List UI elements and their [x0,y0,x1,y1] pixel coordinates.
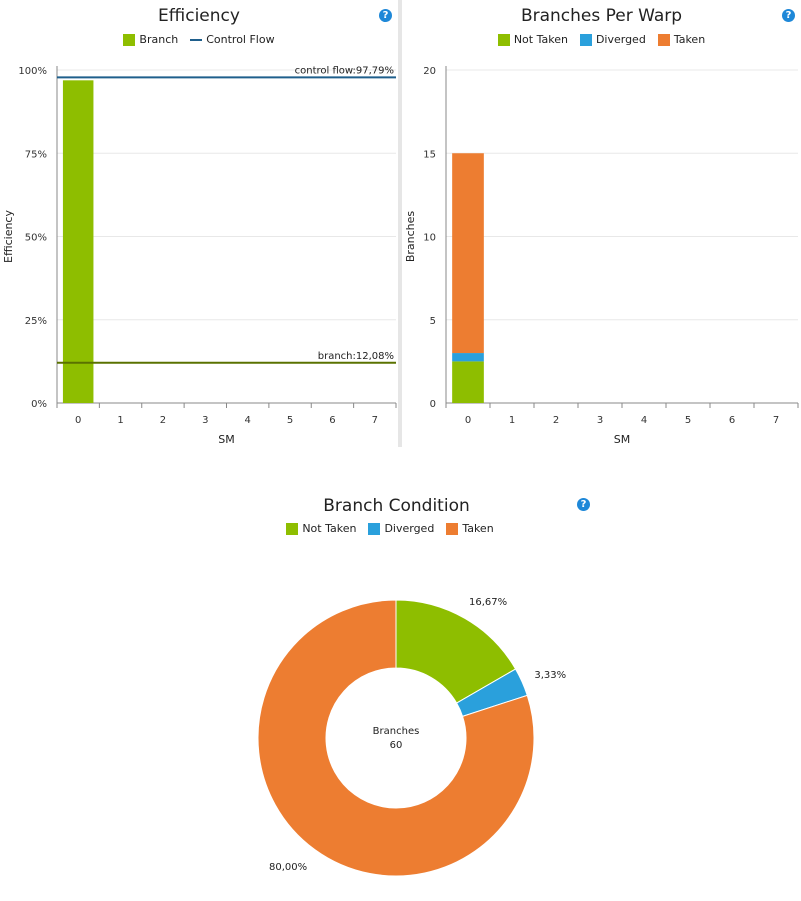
branch-condition-panel: Branch Condition ? Not Taken Diverged Ta… [0,480,801,901]
bar-taken [452,153,484,354]
x-tick-label: 5 [685,415,691,426]
x-tick-label: 0 [75,415,81,426]
pie-slice-taken [257,599,535,877]
branches-per-warp-chart: 0 5 10 15 20 0 1 2 3 4 5 6 7 SM Branches [404,66,799,446]
bar-not-taken [452,361,484,403]
pie-slice-label: 3,33% [534,670,566,681]
pie-slice-label: 80,00% [269,862,307,873]
legend-item-diverged[interactable]: Diverged [368,522,434,535]
efficiency-help-icon[interactable]: ? [379,9,392,22]
legend-item-taken[interactable]: Taken [657,33,706,46]
legend-swatch-diverged [368,522,381,535]
legend-swatch-not-taken [497,33,510,46]
bar-branch [62,80,94,403]
x-tick-label: 7 [372,415,378,426]
x-tick-label: 1 [509,415,515,426]
legend-item-branch[interactable]: Branch [123,33,178,46]
x-tick-label: 7 [773,415,779,426]
x-axis-title: SM [614,433,630,446]
legend-item-diverged[interactable]: Diverged [579,33,646,46]
x-tick-label: 3 [597,415,603,426]
y-axis-title: Efficiency [2,210,15,263]
y-axis-title: Branches [404,211,417,263]
branches-per-warp-panel: Branches Per Warp ? Not Taken Diverged T… [402,0,801,450]
donut-center-value: 60 [390,740,403,751]
legend-swatch-diverged [579,33,592,46]
x-tick-label: 4 [245,415,251,426]
legend-item-control-flow[interactable]: Control Flow [190,33,275,46]
x-tick-label: 2 [160,415,166,426]
y-tick-label: 10 [423,233,436,244]
legend-label-taken: Taken [462,522,494,535]
legend-label-diverged: Diverged [595,33,646,46]
panel-divider [398,0,402,447]
efficiency-title: Efficiency [158,6,240,26]
y-tick-label: 0 [430,399,436,410]
x-tick-label: 2 [553,415,559,426]
y-tick-label: 20 [423,66,436,77]
y-tick-label: 0% [31,399,47,410]
legend-item-not-taken[interactable]: Not Taken [286,522,356,535]
x-tick-label: 4 [641,415,647,426]
branch-condition-chart: 16,67% 3,33% 80,00% Branches 60 [257,597,566,877]
legend-label-not-taken: Not Taken [513,33,568,46]
efficiency-panel: Efficiency ? Branch Control Flow 0% 25% 50… [0,0,398,450]
y-tick-label: 75% [25,149,47,160]
y-tick-label: 50% [25,233,47,244]
branches-per-warp-help-icon[interactable]: ? [782,9,795,22]
legend-label-not-taken: Not Taken [302,522,357,535]
legend-swatch-taken [657,33,670,46]
branches-per-warp-title: Branches Per Warp [520,6,683,26]
branch-condition-legend: Not Taken Diverged Taken [0,522,780,535]
reference-line-label: branch:12,08% [318,351,394,362]
reference-line-label: control flow:97,79% [295,65,394,76]
x-tick-label: 1 [117,415,123,426]
y-tick-label: 15 [423,149,436,160]
legend-label-control-flow: Control Flow [206,33,275,46]
efficiency-legend: Branch Control Flow [0,33,398,46]
legend-swatch-taken [446,522,459,535]
legend-item-taken[interactable]: Taken [446,522,494,535]
legend-label-diverged: Diverged [384,522,435,535]
bar-diverged [452,353,484,362]
y-tick-label: 25% [25,316,47,327]
legend-label-taken: Taken [673,33,706,46]
legend-swatch-branch [123,33,136,46]
x-tick-label: 5 [287,415,293,426]
legend-item-not-taken[interactable]: Not Taken [497,33,568,46]
y-tick-label: 5 [430,316,436,327]
branch-condition-help-icon[interactable]: ? [577,498,590,511]
legend-swatch-not-taken [286,522,299,535]
x-tick-label: 0 [465,415,471,426]
x-tick-label: 6 [729,415,735,426]
branch-condition-title: Branch Condition [323,496,470,516]
efficiency-chart: 0% 25% 50% 75% 100% 0 1 2 3 4 5 6 7 SM Efficiency contr… [2,65,397,446]
y-tick-label: 100% [18,66,47,77]
legend-label-branch: Branch [139,33,179,46]
legend-swatch-control-flow [190,38,203,41]
branches-per-warp-legend: Not Taken Diverged Taken [402,33,801,46]
pie-slice-label: 16,67% [469,597,507,608]
x-tick-label: 6 [329,415,335,426]
donut-center-label: Branches [373,726,420,737]
x-axis-title: SM [218,433,234,446]
x-tick-label: 3 [202,415,208,426]
